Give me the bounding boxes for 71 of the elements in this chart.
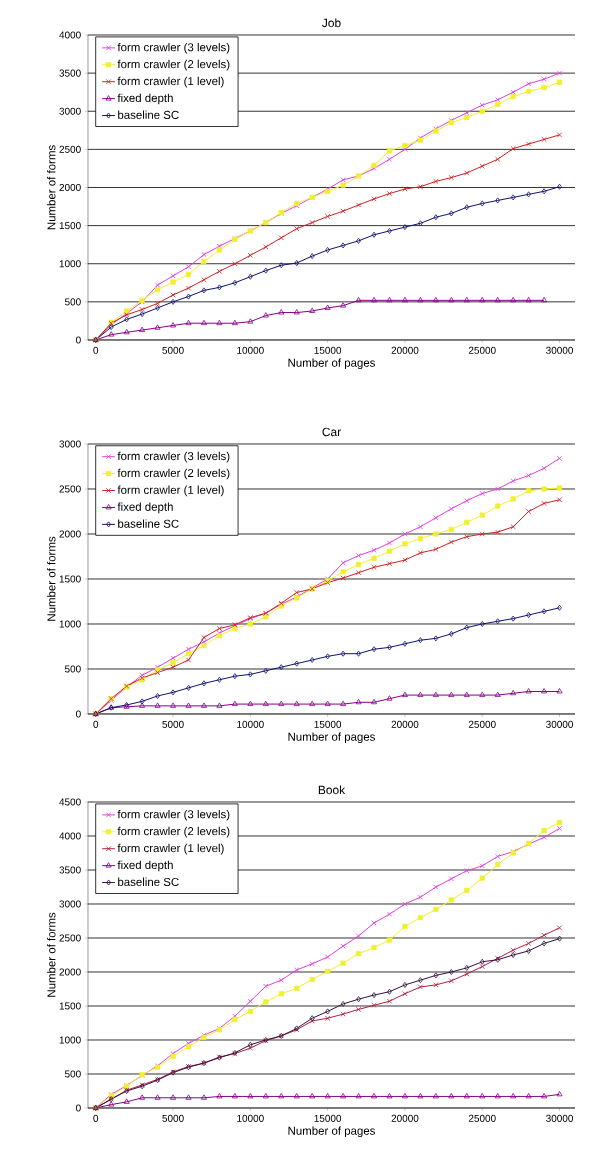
y-tick-label: 1000 [59,1036,81,1044]
x-tick-label: 5000 [162,720,184,728]
y-tick-label: 1500 [59,575,81,583]
x-tick-label: 30000 [546,1114,573,1122]
y-tick-label: 1500 [59,222,81,230]
legend-label: form crawler (3 levels) [117,451,230,463]
x-tick-label: 15000 [314,720,342,728]
y-tick-label: 3000 [59,440,81,448]
x-tick-label: 10000 [237,720,264,728]
y-tick-label: 4500 [59,798,81,806]
y-tick-label: 2500 [59,145,81,153]
y-tick-label: 1000 [59,260,81,268]
legend-label: form crawler (2 levels) [117,59,230,71]
x-tick-label: 15000 [314,346,342,354]
x-tick-label: 25000 [468,720,496,728]
y-tick-label: 3500 [59,866,81,874]
x-tick-label: 0 [93,1114,99,1122]
y-axis-title: Number of forms [47,145,56,230]
chart-title: Car [322,427,341,437]
legend-label: baseline SC [118,877,179,886]
y-tick-label: 2000 [59,968,81,976]
x-tick-label: 5000 [162,1114,184,1122]
y-tick-label: 2000 [59,183,81,192]
x-tick-label: 25000 [468,1114,496,1122]
x-tick-label: 10000 [237,346,264,354]
x-tick-label: 25000 [468,346,496,354]
x-axis-title: Number of pages [288,732,375,744]
legend-label: form crawler (3 levels) [117,42,230,54]
x-tick-label: 10000 [237,1114,264,1122]
y-tick-label: 500 [64,298,81,306]
legend-label: fixed depth [117,93,173,105]
legend-label: baseline SC [118,519,179,528]
y-tick-label: 1500 [59,1002,81,1010]
y-tick-label: 2500 [59,934,81,942]
legend-label: form crawler (2 levels) [117,468,230,480]
x-tick-label: 30000 [546,346,573,354]
y-tick-label: 2500 [59,485,81,493]
x-tick-label: 15000 [314,1114,342,1122]
y-axis-title: Number of forms [47,536,56,621]
legend-label: form crawler (1 level) [117,76,224,88]
x-tick-label: 20000 [391,346,419,354]
y-tick-label: 4000 [59,832,81,840]
legend-label: form crawler (1 level) [117,485,224,497]
x-axis-title: Number of pages [288,1126,375,1138]
legend-label: form crawler (2 levels) [117,826,230,838]
x-tick-label: 30000 [546,720,573,728]
x-tick-label: 20000 [391,1114,419,1122]
legend-label: form crawler (3 levels) [117,809,230,821]
x-tick-label: 0 [93,346,99,354]
y-tick-label: 0 [76,336,81,344]
legend-label: baseline SC [118,110,179,119]
y-tick-label: 500 [64,1070,81,1078]
x-tick-label: 5000 [162,346,184,354]
chart-title: Job [322,18,341,28]
legend-label: form crawler (1 level) [117,843,224,855]
y-tick-label: 3000 [59,900,81,908]
y-axis-title: Number of forms [47,912,56,997]
legend-label: fixed depth [117,860,173,872]
x-axis-title: Number of pages [288,358,375,370]
y-tick-label: 0 [76,1104,81,1112]
y-tick-label: 500 [64,665,81,673]
x-tick-label: 0 [93,720,99,728]
legend-label: fixed depth [117,502,173,514]
y-tick-label: 1000 [59,620,81,628]
y-tick-label: 2000 [59,530,81,538]
y-tick-label: 3000 [59,107,81,115]
y-tick-label: 0 [76,710,81,718]
x-tick-label: 20000 [391,720,419,728]
y-tick-label: 3500 [59,69,81,77]
y-tick-label: 4000 [59,31,81,39]
chart-title: Book [318,785,346,795]
